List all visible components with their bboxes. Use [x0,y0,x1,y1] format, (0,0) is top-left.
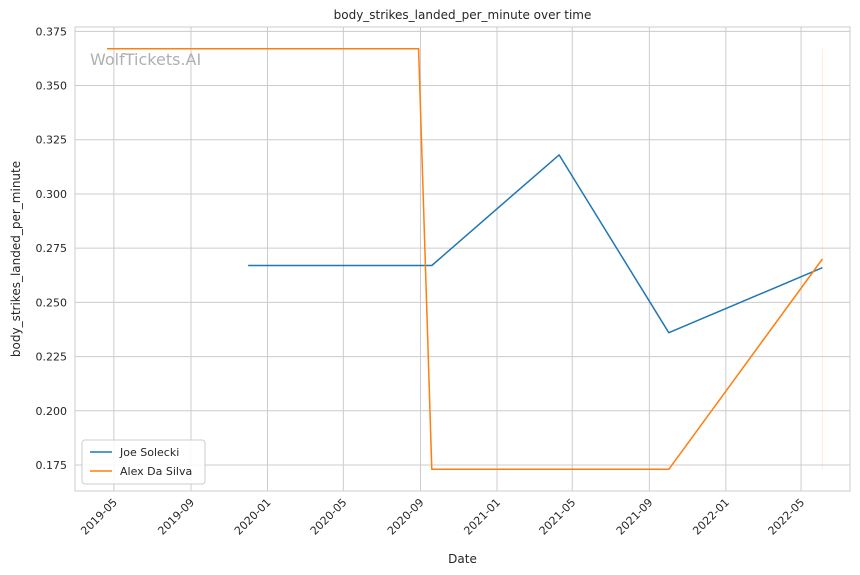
y-tick-label: 0.375 [36,25,68,38]
y-tick-label: 0.275 [36,242,68,255]
y-tick-label: 0.300 [36,188,68,201]
series-line-joe-solecki [248,154,823,334]
y-axis-ticks: 0.175 0.200 0.225 0.250 0.275 0.300 0.325 0.350… [36,25,68,472]
y-tick-label: 0.175 [36,459,68,472]
legend-box [81,439,206,485]
y-tick-label: 0.325 [36,134,68,147]
watermark-text: WolfTickets.AI [90,50,201,69]
y-tick-label: 0.225 [36,351,68,364]
legend: Joe Solecki Alex Da Silva [81,439,206,485]
series-layer [107,47,824,471]
y-tick-label: 0.350 [36,80,68,93]
chart-title: body_strikes_landed_per_minute over time [334,8,592,22]
legend-label: Joe Solecki [119,446,179,459]
y-tick-label: 0.250 [36,296,68,309]
series-line-alex-da-silva [107,47,824,471]
plot-frame [74,26,851,492]
legend-label: Alex Da Silva [120,465,192,478]
y-tick-label: 0.200 [36,405,68,418]
y-axis-label: body_strikes_landed_per_minute [9,161,23,357]
x-axis-label: Date [448,552,477,566]
